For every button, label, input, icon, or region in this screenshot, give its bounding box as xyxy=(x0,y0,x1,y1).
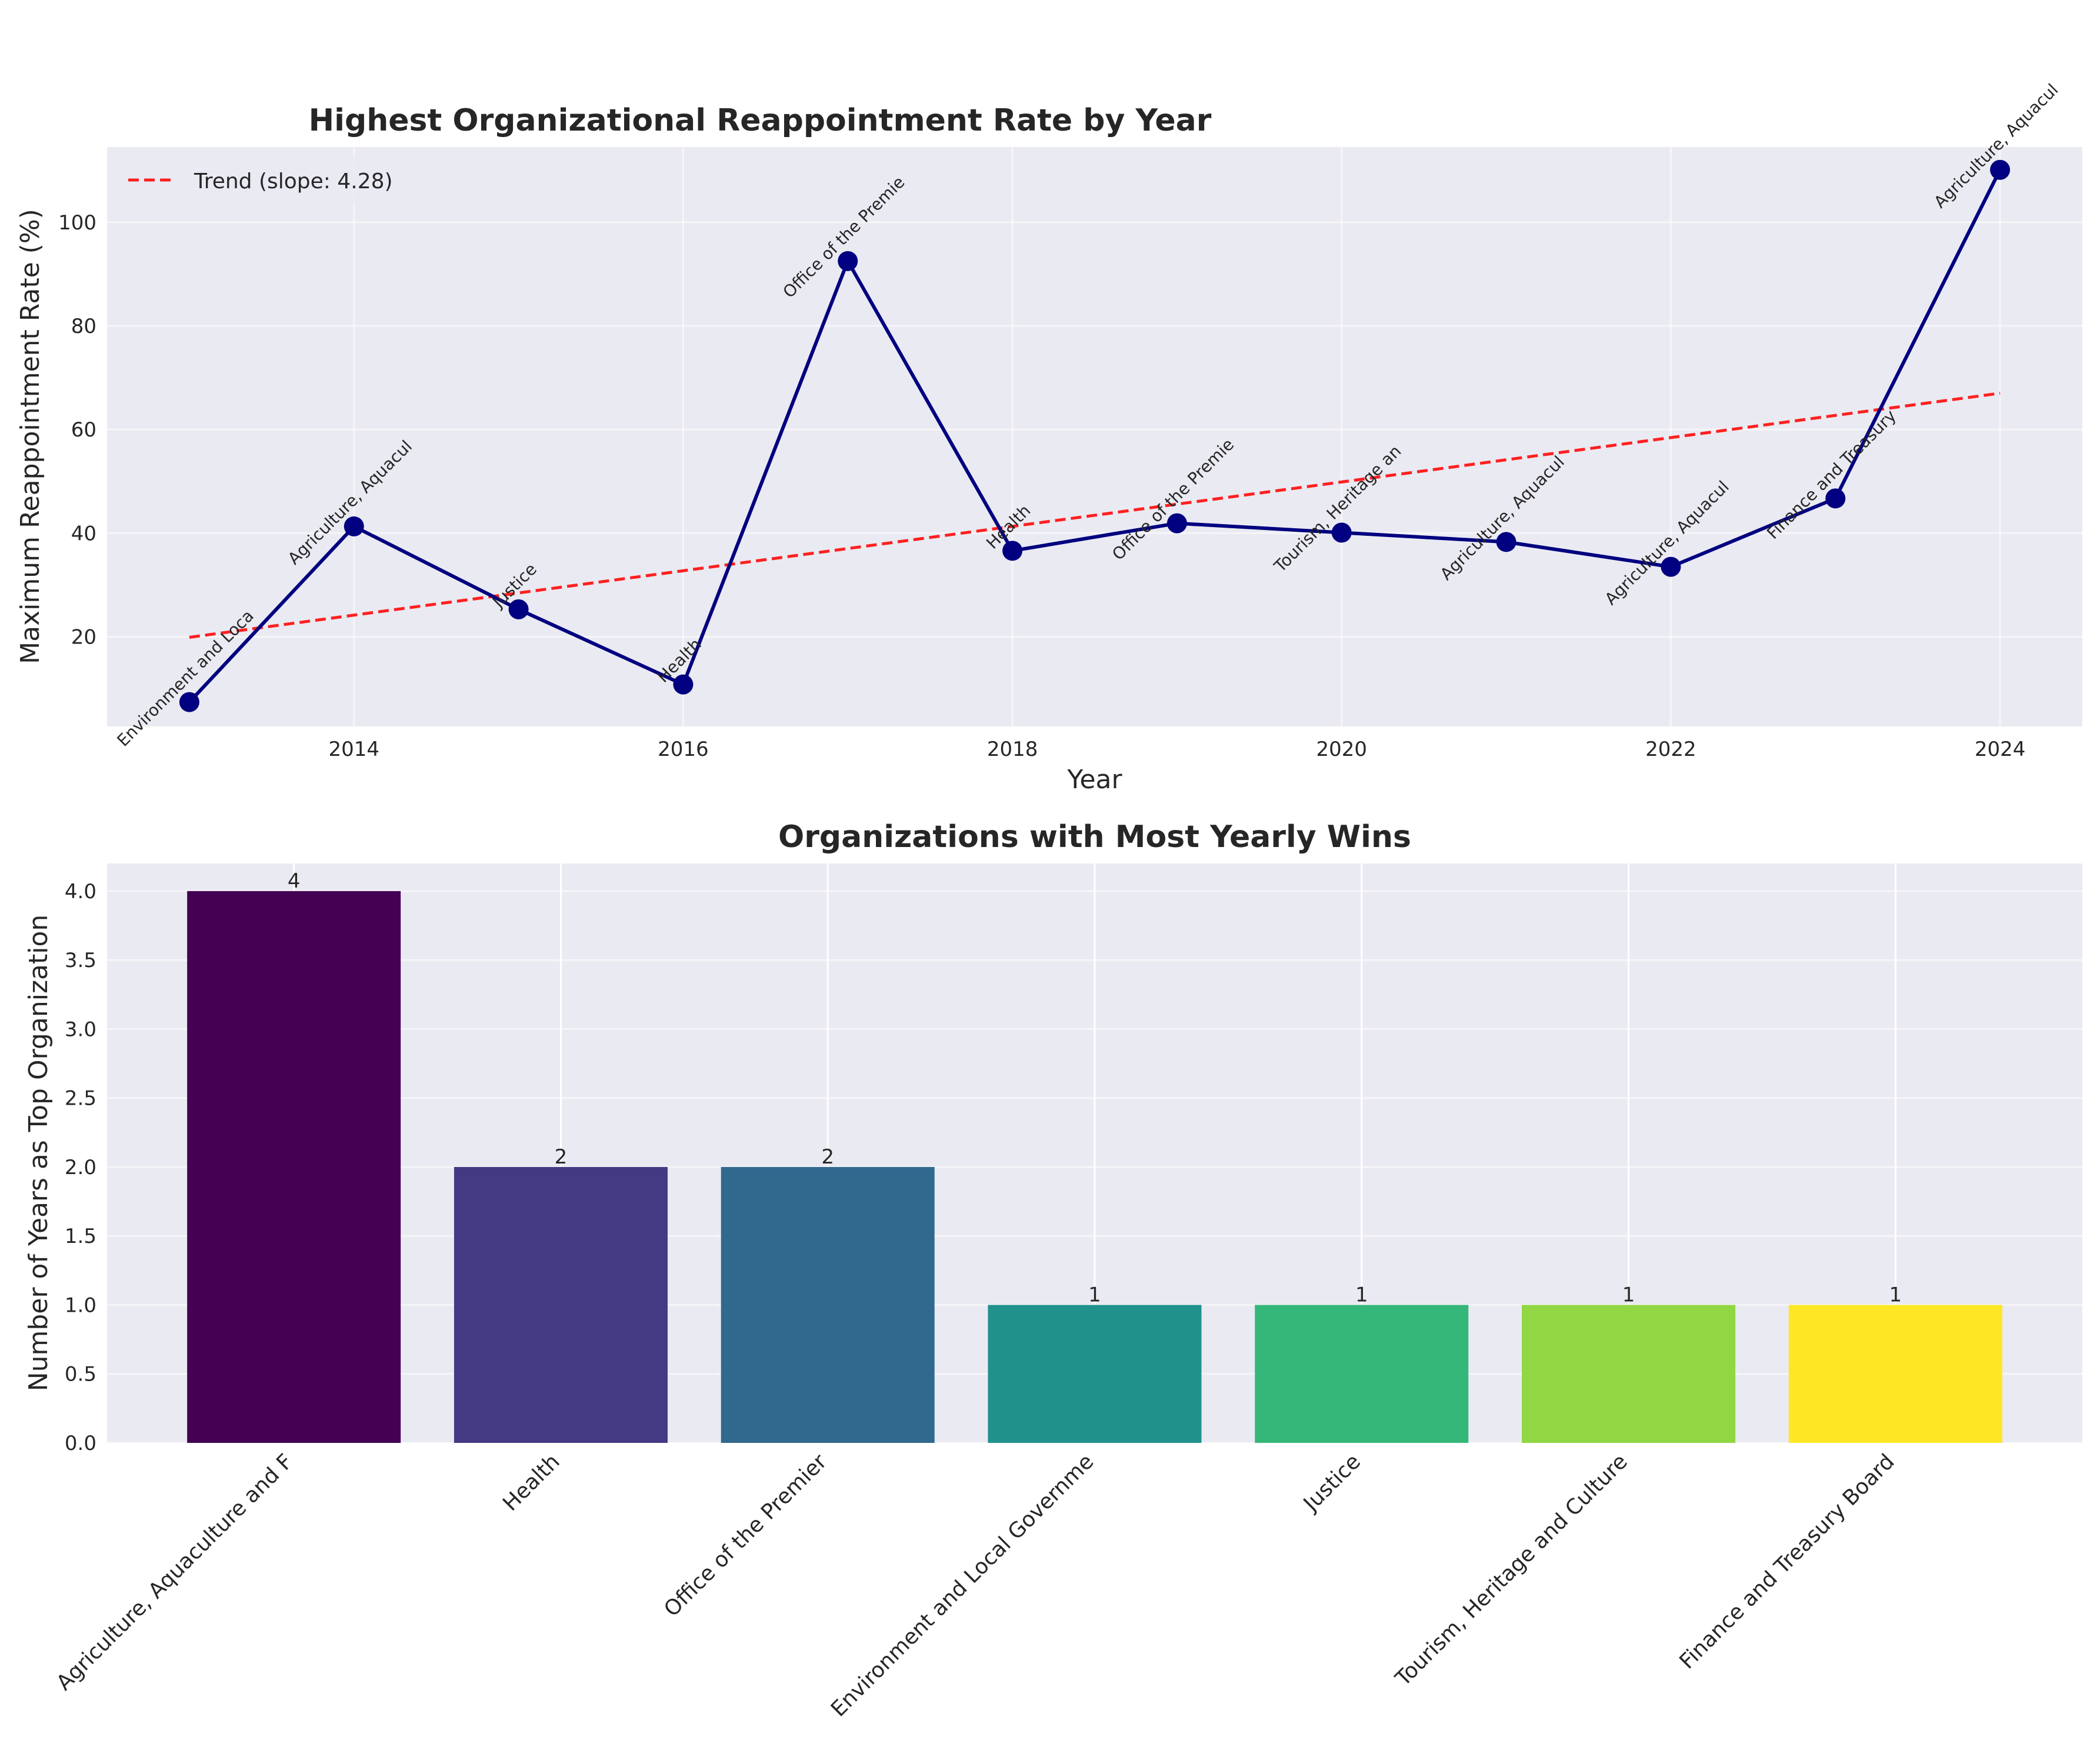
top-x-ticks: 2014 2016 2018 2020 2022 2024 xyxy=(328,738,2025,761)
data-point xyxy=(673,674,694,695)
data-point xyxy=(1331,522,1352,543)
bar-value-label: 2 xyxy=(821,1145,834,1169)
y-tick-label: 20 xyxy=(71,626,96,649)
y-tick-label: 1.0 xyxy=(65,1293,96,1317)
bar-value-labels: 4 2 2 1 1 1 1 xyxy=(288,869,1902,1307)
bar-value-label: 1 xyxy=(1889,1283,1902,1306)
category-label: Finance and Treasury Board xyxy=(1675,1449,1899,1673)
data-point xyxy=(344,516,364,536)
category-label: Environment and Local Governme xyxy=(826,1449,1098,1721)
bar xyxy=(1522,1305,1736,1443)
category-label: Justice xyxy=(1298,1449,1365,1516)
bar xyxy=(187,891,401,1443)
data-line xyxy=(188,169,2002,704)
top-y-axis-label: Maximum Reappointment Rate (%) xyxy=(15,209,45,664)
x-tick-label: 2016 xyxy=(658,738,709,761)
bottom-chart-title: Organizations with Most Yearly Wins xyxy=(778,819,1411,855)
data-point xyxy=(1166,513,1187,534)
y-tick-label: 2.0 xyxy=(65,1156,96,1179)
bar-value-label: 1 xyxy=(1622,1283,1635,1306)
x-tick-label: 2024 xyxy=(1975,738,2026,761)
x-tick-label: 2022 xyxy=(1645,738,1696,761)
bottom-y-axis-label: Number of Years as Top Organization xyxy=(24,915,54,1392)
x-tick-label: 2018 xyxy=(987,738,1038,761)
y-tick-label: 1.5 xyxy=(65,1225,96,1248)
data-point xyxy=(1661,556,1681,577)
y-tick-label: 3.5 xyxy=(65,949,96,972)
x-tick-label: 2014 xyxy=(328,738,379,761)
bottom-panel: 4 2 2 1 1 1 1 0.0 0.5 1.0 1.5 2.0 2.5 3.0 3.5 4.0 Agri… xyxy=(24,819,2082,1722)
category-label: Health xyxy=(498,1449,565,1516)
data-point xyxy=(1990,159,2011,180)
bottom-y-ticks: 0.0 0.5 1.0 1.5 2.0 2.5 3.0 3.5 4.0 xyxy=(65,880,96,1455)
bottom-x-ticks: Agriculture, Aquaculture and F Health Offi… xyxy=(52,1449,1899,1721)
data-point xyxy=(1825,488,1846,509)
y-tick-label: 2.5 xyxy=(65,1087,96,1111)
category-label: Agriculture, Aquaculture and F xyxy=(52,1449,298,1695)
bar xyxy=(988,1305,1202,1443)
data-point xyxy=(508,599,529,619)
top-chart-title: Highest Organizational Reappointment Rat… xyxy=(309,103,1212,138)
legend: Trend (slope: 4.28) xyxy=(116,155,428,205)
data-point xyxy=(1496,532,1516,552)
data-point xyxy=(838,251,858,271)
data-line-group xyxy=(179,159,2011,712)
data-point xyxy=(1002,541,1023,561)
y-tick-label: 80 xyxy=(71,315,96,338)
y-tick-label: 3.0 xyxy=(65,1018,96,1041)
bar xyxy=(721,1166,935,1443)
y-tick-label: 4.0 xyxy=(65,880,96,903)
data-point xyxy=(179,692,199,712)
bar xyxy=(1788,1305,2002,1443)
y-tick-label: 40 xyxy=(71,522,96,545)
category-label: Tourism, Heritage and Culture xyxy=(1391,1449,1632,1691)
bar-value-label: 4 xyxy=(288,869,301,893)
y-tick-label: 0.0 xyxy=(65,1432,96,1455)
bar-value-label: 1 xyxy=(1088,1283,1101,1306)
bar-value-label: 1 xyxy=(1355,1283,1368,1306)
y-tick-label: 0.5 xyxy=(65,1363,96,1386)
bars-group xyxy=(187,891,2002,1443)
top-plot-area xyxy=(107,147,2082,726)
category-label: Office of the Premier xyxy=(659,1449,831,1621)
legend-trend-label: Trend (slope: 4.28) xyxy=(194,169,393,194)
x-tick-label: 2020 xyxy=(1316,738,1367,761)
top-x-axis-label: Year xyxy=(1066,765,1122,795)
legend-box xyxy=(116,155,428,205)
bar xyxy=(1255,1305,1469,1443)
top-y-ticks: 20 40 60 80 100 xyxy=(58,211,96,649)
bar-value-label: 2 xyxy=(555,1145,568,1169)
y-tick-label: 60 xyxy=(71,418,96,442)
bar xyxy=(454,1166,668,1443)
y-tick-label: 100 xyxy=(58,211,96,235)
